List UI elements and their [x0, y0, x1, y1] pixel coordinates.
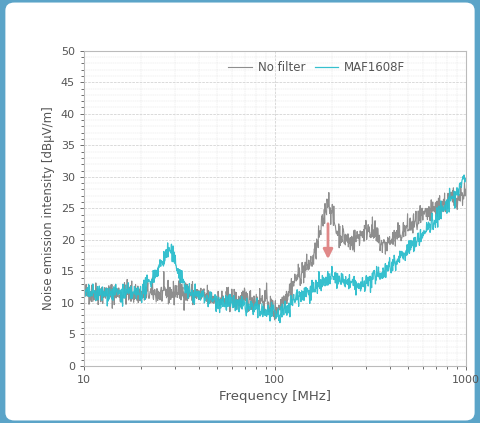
No filter: [249, 295, 255, 300]
No filter: [386, 240, 392, 245]
MAF1608F: [81, 285, 87, 290]
Line: No filter: No filter: [84, 183, 466, 320]
MAF1608F: [277, 320, 283, 325]
Line: MAF1608F: MAF1608F: [84, 175, 466, 323]
MAF1608F: [249, 303, 255, 308]
No filter: [344, 239, 349, 244]
MAF1608F: [463, 178, 468, 183]
Y-axis label: Noise emission intensity [dBμV/m]: Noise emission intensity [dBμV/m]: [42, 107, 55, 310]
MAF1608F: [386, 259, 392, 264]
No filter: [462, 180, 468, 185]
MAF1608F: [461, 173, 467, 178]
MAF1608F: [236, 299, 241, 304]
MAF1608F: [344, 279, 349, 284]
FancyBboxPatch shape: [5, 3, 475, 420]
No filter: [120, 293, 126, 298]
No filter: [236, 300, 241, 305]
No filter: [463, 187, 468, 192]
X-axis label: Frequency [MHz]: Frequency [MHz]: [219, 390, 331, 404]
MAF1608F: [120, 282, 126, 287]
Legend: No filter, MAF1608F: No filter, MAF1608F: [224, 57, 410, 79]
MAF1608F: [379, 276, 385, 281]
No filter: [379, 241, 385, 246]
No filter: [81, 288, 87, 293]
No filter: [272, 317, 277, 322]
